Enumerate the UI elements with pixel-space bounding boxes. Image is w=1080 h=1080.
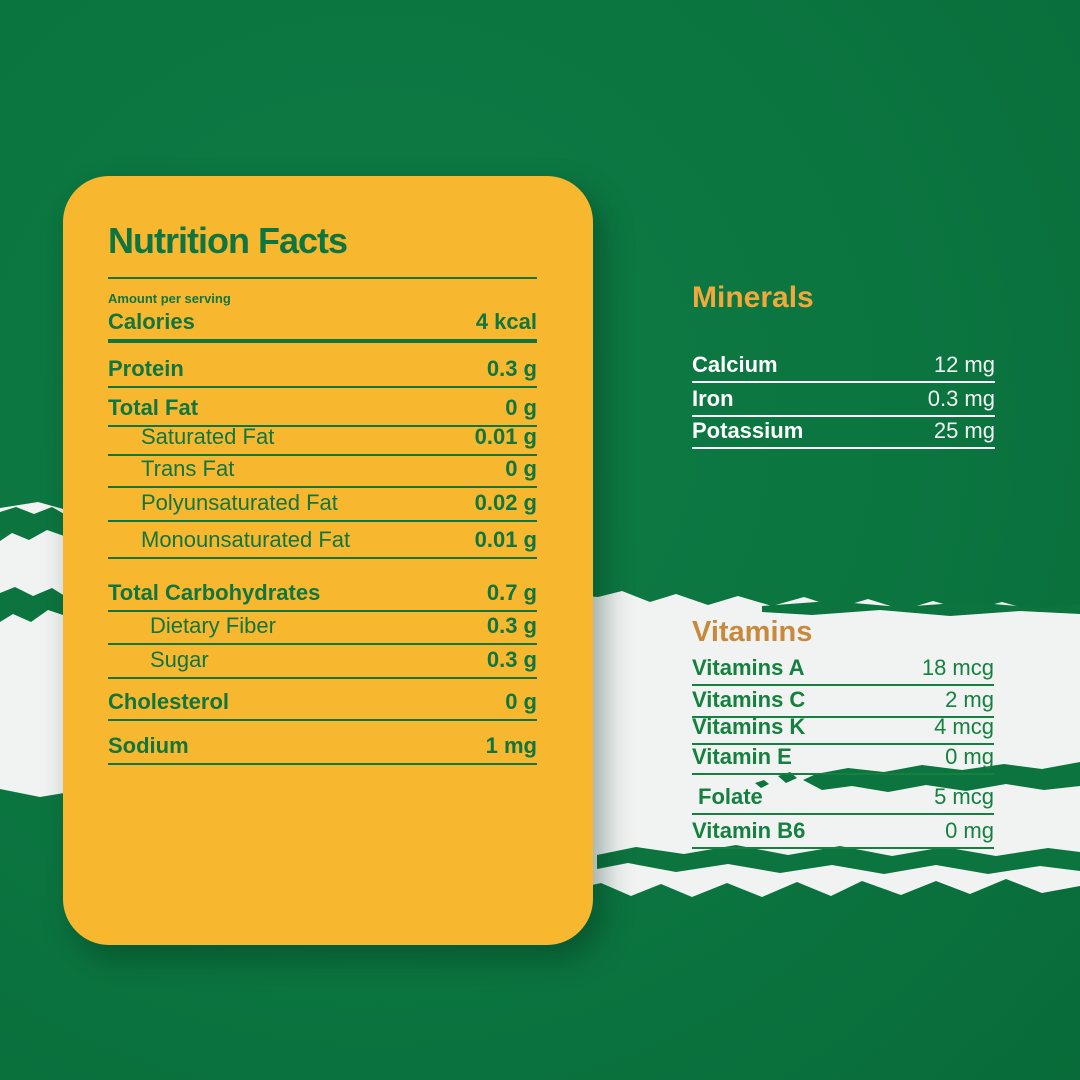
- title-divider: [108, 277, 537, 279]
- nutrition-row-monounsaturated-fat: Monounsaturated Fat 0.01 g: [108, 522, 537, 559]
- nutrition-row-dietary-fiber: Dietary Fiber 0.3 g: [108, 612, 537, 645]
- vitamin-row-c: Vitamins C 2 mg: [692, 686, 994, 718]
- vitamin-label: Vitamins A: [692, 655, 805, 680]
- nutrition-facts-card: Nutrition Facts Amount per serving Calor…: [63, 176, 593, 945]
- row-label: Calories: [108, 309, 195, 334]
- vitamin-row-a: Vitamins A 18 mcg: [692, 655, 994, 686]
- vitamin-label: Vitamins K: [692, 714, 806, 739]
- green-streak-top-right: [762, 601, 1080, 616]
- row-label: Sodium: [108, 733, 189, 758]
- green-streak-left-top: [0, 507, 70, 541]
- minerals-section: Minerals Calcium 12 mg Iron 0.3 mg Potas…: [692, 281, 995, 449]
- nutrition-row-total-fat: Total Fat 0 g: [108, 388, 537, 427]
- nutrition-table: Calories 4 kcal Protein 0.3 g Total Fat …: [108, 306, 537, 765]
- nutrition-row-sugar: Sugar 0.3 g: [108, 645, 537, 679]
- vitamin-row-k: Vitamins K 4 mcg: [692, 714, 994, 745]
- nutrition-row-sodium: Sodium 1 mg: [108, 721, 537, 765]
- row-label: Polyunsaturated Fat: [141, 490, 338, 515]
- vitamin-label: Folate: [698, 784, 763, 809]
- mineral-label: Potassium: [692, 418, 804, 443]
- vitamins-table: Vitamins A 18 mcg Vitamins C 2 mg Vitami…: [692, 655, 994, 849]
- row-value: 1 mg: [485, 733, 537, 758]
- mineral-label: Iron: [692, 386, 734, 411]
- nutrition-row-cholesterol: Cholesterol 0 g: [108, 679, 537, 721]
- vitamin-label: Vitamin E: [692, 744, 792, 769]
- vitamin-label: Vitamins C: [692, 687, 806, 712]
- mineral-row-iron: Iron 0.3 mg: [692, 383, 995, 417]
- row-value: 0.7 g: [486, 580, 537, 605]
- green-streak-mid-right: [803, 762, 1080, 792]
- row-label: Protein: [108, 356, 184, 381]
- row-value: 0.3 g: [486, 356, 537, 381]
- nutrition-row-polyunsaturated-fat: Polyunsaturated Fat 0.02 g: [108, 488, 537, 522]
- card-title: Nutrition Facts: [108, 220, 348, 261]
- serving-label: Amount per serving: [108, 291, 231, 306]
- vitamin-value: 18 mcg: [921, 655, 994, 680]
- row-label: Dietary Fiber: [150, 613, 276, 638]
- row-label: Total Carbohydrates: [108, 580, 321, 605]
- row-value: 0 g: [505, 395, 537, 420]
- vitamin-value: 5 mcg: [934, 784, 994, 809]
- minerals-title: Minerals: [692, 281, 814, 314]
- vitamin-value: 0 mg: [945, 744, 994, 769]
- row-label: Cholesterol: [108, 689, 230, 714]
- mineral-row-potassium: Potassium 25 mg: [692, 417, 995, 449]
- mineral-value: 25 mg: [933, 418, 995, 443]
- vitamin-label: Vitamin B6: [692, 818, 806, 843]
- mineral-row-calcium: Calcium 12 mg: [692, 350, 995, 383]
- nutrition-row-calories: Calories 4 kcal: [108, 306, 537, 343]
- vitamin-value: 2 mg: [945, 687, 994, 712]
- mineral-value: 12 mg: [933, 352, 995, 377]
- row-label: Sugar: [150, 647, 209, 672]
- row-label: Saturated Fat: [141, 424, 275, 449]
- green-streak-bottom-right: [597, 845, 1080, 874]
- nutrition-row-saturated-fat: Saturated Fat 0.01 g: [108, 424, 537, 456]
- minerals-table: Calcium 12 mg Iron 0.3 mg Potassium 25 m…: [692, 350, 995, 449]
- vitamin-row-e: Vitamin E 0 mg: [692, 744, 994, 775]
- mineral-value: 0.3 mg: [927, 386, 995, 411]
- row-value: 4 kcal: [475, 309, 537, 334]
- row-value: 0 g: [505, 456, 537, 481]
- row-value: 0.3 g: [486, 613, 537, 638]
- nutrition-row-trans-fat: Trans Fat 0 g: [108, 456, 537, 488]
- green-streak-left-mid: [0, 587, 68, 622]
- row-value: 0.02 g: [474, 490, 537, 515]
- mineral-label: Calcium: [692, 352, 778, 377]
- vitamins-section: Vitamins Vitamins A 18 mcg Vitamins C 2 …: [692, 616, 994, 849]
- row-label: Trans Fat: [141, 456, 235, 481]
- row-label: Total Fat: [108, 395, 199, 420]
- vitamin-value: 4 mcg: [934, 714, 994, 739]
- vitamin-row-b6: Vitamin B6 0 mg: [692, 815, 994, 849]
- nutrition-row-protein: Protein 0.3 g: [108, 343, 537, 388]
- row-value: 0.01 g: [474, 527, 537, 552]
- vitamin-row-folate: Folate 5 mcg: [692, 775, 994, 815]
- row-value: 0.3 g: [486, 647, 537, 672]
- row-label: Monounsaturated Fat: [141, 527, 351, 552]
- vitamin-value: 0 mg: [945, 818, 994, 843]
- vitamins-title: Vitamins: [692, 616, 813, 648]
- nutrition-row-total-carbohydrates: Total Carbohydrates 0.7 g: [108, 559, 537, 612]
- green-speck: [755, 780, 769, 788]
- row-value: 0.01 g: [474, 424, 537, 449]
- row-value: 0 g: [505, 689, 537, 714]
